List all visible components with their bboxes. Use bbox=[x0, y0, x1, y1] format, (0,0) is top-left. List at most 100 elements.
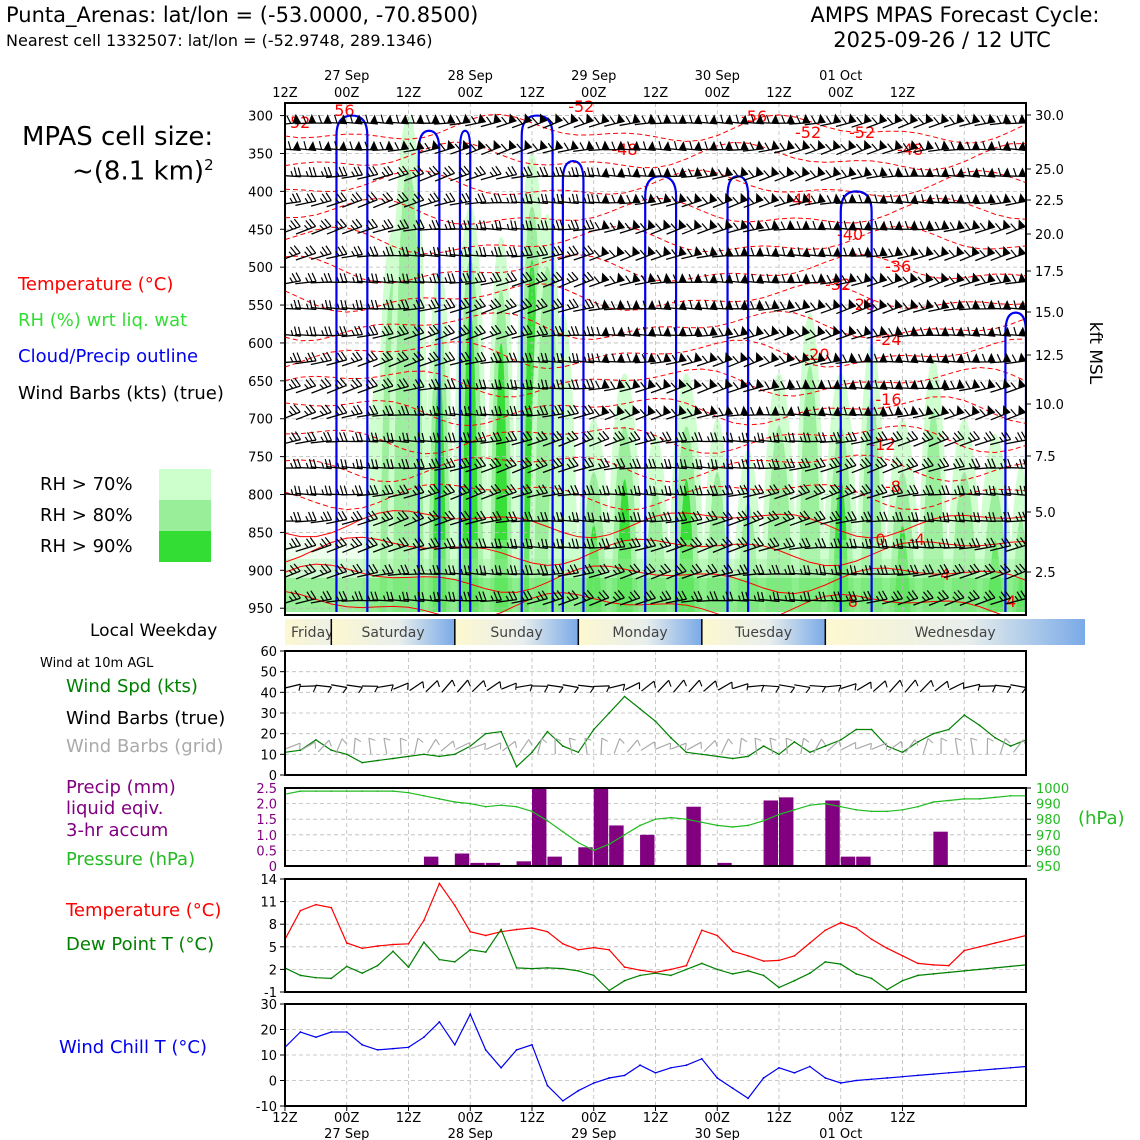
dewpoint-line-point bbox=[592, 974, 595, 977]
isotherm bbox=[285, 396, 1026, 427]
pressure-line-point bbox=[608, 843, 611, 846]
wind-barb bbox=[357, 536, 378, 553]
wind-chill-line-point bbox=[345, 1031, 348, 1033]
weekday-name: Friday bbox=[291, 625, 333, 641]
temperature-line-point bbox=[376, 945, 379, 947]
isotherm bbox=[285, 425, 1026, 455]
grid-wind-barb bbox=[769, 737, 777, 755]
wind-barb bbox=[542, 564, 564, 576]
true-wind-barb bbox=[456, 679, 471, 693]
wind-barb bbox=[285, 377, 301, 393]
dewpoint-line-point bbox=[870, 977, 873, 980]
wind-barb bbox=[711, 246, 733, 258]
dewpoint-line-point bbox=[685, 968, 688, 971]
wind-barb bbox=[912, 194, 934, 205]
true-wind-barb bbox=[657, 679, 672, 693]
dewpoint-line-point bbox=[484, 951, 487, 953]
wind-barb bbox=[650, 193, 672, 206]
wind-speed-line-point bbox=[345, 753, 348, 756]
wind-barb bbox=[696, 485, 719, 496]
temperature-line-point bbox=[762, 960, 765, 963]
wind-barb bbox=[850, 590, 873, 603]
wind-barb bbox=[542, 484, 564, 498]
wind-barb bbox=[357, 166, 379, 180]
wind-barb bbox=[285, 563, 301, 580]
wind-barb bbox=[989, 511, 1012, 522]
isotherm bbox=[285, 113, 1026, 144]
wind-barb bbox=[388, 351, 409, 368]
top-date-label: 27 Sep bbox=[324, 69, 369, 84]
wind-barb bbox=[974, 113, 996, 127]
wind-barb bbox=[743, 510, 764, 527]
pressure-tick-label: 800 bbox=[248, 489, 273, 504]
wind-barb bbox=[928, 563, 950, 578]
wind-barb bbox=[742, 246, 764, 257]
bottom-time-label: 00Z bbox=[334, 1111, 360, 1126]
wind-barb bbox=[603, 458, 626, 471]
pressure-line-point bbox=[839, 805, 842, 808]
wind-barb bbox=[419, 484, 440, 500]
rh-blob bbox=[986, 540, 1004, 612]
legend-temperature: Temperature (°C) bbox=[18, 274, 174, 295]
wind-chill-line-point bbox=[747, 1097, 750, 1100]
wind-barb bbox=[372, 325, 394, 339]
wind-barb bbox=[913, 590, 934, 606]
wind-barb bbox=[882, 299, 903, 314]
wind-barb bbox=[696, 246, 718, 259]
precip-tick-label: 0.5 bbox=[256, 844, 277, 859]
pressure-right-tick-label: 980 bbox=[1036, 813, 1061, 828]
wind-barb bbox=[634, 326, 656, 337]
wind-barb bbox=[681, 246, 703, 260]
wind-barb bbox=[866, 193, 888, 204]
wind-barb bbox=[897, 405, 919, 418]
wind-barb bbox=[557, 140, 579, 153]
wind-speed-line-point bbox=[484, 732, 487, 735]
wind-barb bbox=[727, 510, 749, 527]
wind-barb bbox=[974, 537, 996, 551]
wind-chill-line-point bbox=[407, 1046, 410, 1049]
wind-barb bbox=[634, 511, 657, 522]
grid-wind-barb bbox=[485, 742, 502, 750]
wind-barb bbox=[728, 352, 749, 368]
wind-barb bbox=[913, 430, 934, 447]
wind-speed-line-point bbox=[685, 751, 688, 754]
panel-tick-label: -10 bbox=[256, 1100, 277, 1115]
wind-barb bbox=[526, 590, 548, 605]
grid-wind-barb bbox=[986, 737, 994, 755]
wind-barb bbox=[326, 166, 348, 179]
wind-barb bbox=[1005, 245, 1026, 261]
wind-barb bbox=[758, 273, 780, 284]
temp-label: -12 bbox=[869, 435, 895, 454]
wind-barb bbox=[465, 457, 487, 473]
wind-barb bbox=[758, 510, 780, 527]
wind-barb bbox=[573, 245, 595, 261]
wind-barb bbox=[666, 378, 687, 394]
wind-barb bbox=[774, 510, 795, 527]
pressure-line-point bbox=[623, 833, 626, 836]
rh-blob bbox=[706, 471, 729, 612]
wind-barb bbox=[789, 139, 810, 155]
wind-barb bbox=[850, 193, 872, 204]
nearest-cell: Nearest cell 1332507: lat/lon = (-52.974… bbox=[6, 31, 433, 50]
wind-barb bbox=[403, 351, 425, 368]
wind-barb bbox=[372, 140, 394, 152]
true-wind-barb bbox=[593, 685, 610, 693]
wind-barb bbox=[573, 404, 595, 420]
wind-barb bbox=[450, 165, 471, 182]
dewpoint-line-point bbox=[314, 976, 317, 979]
weekday-name: Monday bbox=[612, 625, 667, 641]
wind-barb bbox=[990, 245, 1011, 262]
wind-speed-line-point bbox=[793, 741, 796, 743]
temperature-line-point bbox=[484, 934, 487, 937]
temperature-line-point bbox=[592, 946, 595, 949]
wind-barb bbox=[434, 537, 456, 550]
wind-chill-line-point bbox=[855, 1079, 858, 1082]
wind-barb bbox=[943, 219, 965, 233]
wind-barb bbox=[758, 219, 780, 232]
wind-barb bbox=[573, 378, 595, 390]
wind-barb bbox=[696, 563, 718, 579]
panel-tick-label: 20 bbox=[260, 728, 277, 743]
bottom-time-label: 12Z bbox=[396, 1111, 422, 1126]
temperature-line-point bbox=[685, 964, 688, 967]
pressure-line-point bbox=[531, 810, 533, 813]
